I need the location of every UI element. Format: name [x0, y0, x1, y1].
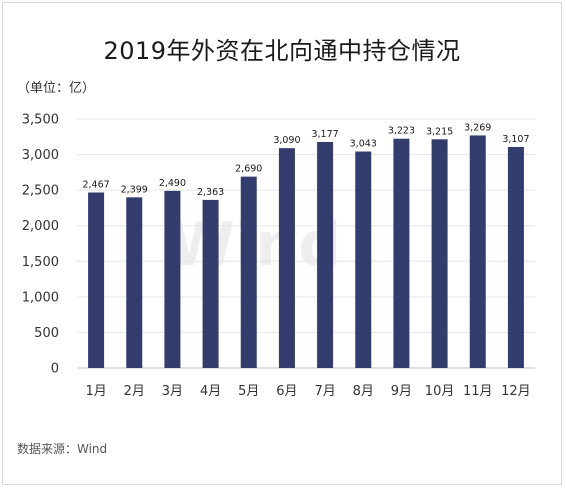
data-label: 3,215 — [426, 126, 453, 137]
data-label: 2,399 — [121, 184, 148, 195]
bar — [202, 199, 219, 368]
x-tick-label: 2月 — [124, 384, 145, 399]
x-tick-label: 4月 — [200, 384, 221, 399]
data-label: 2,467 — [82, 179, 109, 190]
x-tick-label: 6月 — [276, 384, 297, 399]
data-label: 3,107 — [502, 134, 529, 145]
x-tick-label: 10月 — [425, 384, 455, 399]
chart-card: 2019年外资在北向通中持仓情况 （单位：亿） Wind05001,0001,5… — [2, 2, 562, 485]
y-tick-label: 500 — [34, 326, 59, 341]
y-tick-label: 3,500 — [22, 113, 59, 128]
chart-title: 2019年外资在北向通中持仓情况 — [103, 37, 461, 65]
data-label: 3,043 — [350, 139, 377, 150]
bar — [393, 138, 410, 368]
bar — [355, 151, 372, 368]
x-tick-label: 1月 — [85, 384, 106, 399]
unit-label: （单位：亿） — [17, 81, 96, 96]
y-tick-label: 3,000 — [22, 148, 59, 163]
bar — [431, 139, 448, 368]
bar-chart: Wind05001,0001,5002,0002,5003,0003,5002,… — [22, 113, 535, 399]
x-tick-label: 7月 — [314, 384, 335, 399]
bar — [278, 148, 295, 368]
data-label: 3,090 — [273, 135, 300, 146]
y-tick-label: 1,500 — [22, 255, 59, 270]
y-tick-label: 1,000 — [22, 290, 59, 305]
data-label: 3,269 — [464, 122, 491, 133]
data-label: 2,490 — [159, 178, 186, 189]
x-tick-label: 9月 — [391, 384, 412, 399]
x-tick-label: 8月 — [353, 384, 374, 399]
bar — [507, 146, 524, 368]
data-label: 3,177 — [311, 129, 338, 140]
x-tick-label: 3月 — [162, 384, 183, 399]
y-tick-label: 2,000 — [22, 219, 59, 234]
bar — [240, 176, 257, 368]
bar — [88, 192, 105, 368]
source-note: 数据来源：Wind — [17, 442, 108, 456]
data-label: 2,690 — [235, 164, 262, 175]
bar — [469, 135, 486, 368]
bar — [317, 141, 334, 368]
x-tick-label: 12月 — [501, 384, 531, 399]
data-label: 3,223 — [388, 126, 415, 137]
x-tick-label: 5月 — [238, 384, 259, 399]
x-tick-label: 11月 — [463, 384, 493, 399]
y-tick-label: 2,500 — [22, 184, 59, 199]
bar — [164, 190, 181, 368]
data-label: 2,363 — [197, 187, 224, 198]
bar — [126, 197, 143, 368]
y-tick-label: 0 — [51, 362, 59, 377]
